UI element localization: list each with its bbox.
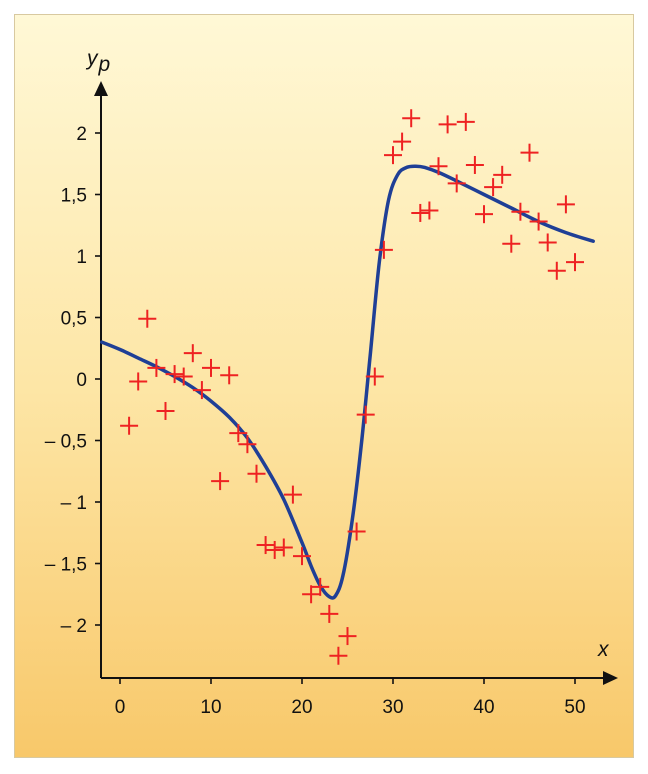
- data-point: [274, 538, 293, 557]
- x-tick-label: 40: [473, 697, 494, 718]
- x-tick-label: 50: [564, 697, 585, 718]
- y-tick-label: – 2: [61, 616, 87, 637]
- data-point: [429, 157, 448, 176]
- data-point: [174, 367, 193, 386]
- data-point: [265, 540, 284, 559]
- data-points: [120, 109, 584, 665]
- data-point: [147, 358, 166, 377]
- data-point: [420, 201, 439, 220]
- y-tick-label: 0,5: [61, 309, 87, 330]
- data-point: [283, 485, 302, 504]
- data-point: [302, 585, 321, 604]
- y-tick-label: – 1,5: [45, 555, 87, 576]
- data-point: [520, 143, 539, 162]
- y-axis-title-main: y: [85, 47, 99, 70]
- data-point: [393, 132, 412, 151]
- y-axis-title: yp: [85, 47, 110, 76]
- data-point: [192, 381, 211, 400]
- data-point: [456, 112, 475, 131]
- x-tick-label: 20: [291, 697, 312, 718]
- data-point: [465, 155, 484, 174]
- fit-curve: [100, 164, 595, 600]
- data-point: [202, 358, 220, 377]
- data-point: [120, 416, 139, 435]
- data-point: [156, 401, 175, 420]
- data-point: [384, 146, 402, 165]
- y-tick-label: 0: [76, 370, 87, 391]
- data-point: [502, 234, 521, 253]
- x-ticks: 0 10 20 30 40 50: [115, 678, 586, 718]
- axes: 0 10 20 30 40 50 2 1,5 1 0,5 0 – 0,5 – 1 – 1,5 – 2: [45, 81, 618, 718]
- y-ticks: 2 1,5 1 0,5 0 – 0,5 – 1 – 1,5 – 2: [45, 124, 101, 637]
- data-point: [183, 344, 202, 363]
- data-point: [547, 261, 566, 280]
- chart-svg: 0 10 20 30 40 50 21,510,50– 0,5– 1– 1,5– 2 x …: [45, 47, 618, 718]
- y-tick-label: – 1: [61, 493, 87, 514]
- data-point: [165, 365, 184, 384]
- data-point: [538, 233, 557, 252]
- y-axis-arrow: [94, 81, 108, 96]
- data-point: [566, 253, 584, 272]
- data-point: [556, 195, 575, 214]
- data-point: [411, 203, 430, 222]
- x-tick-label: 0: [115, 697, 126, 718]
- data-point: [365, 367, 384, 386]
- chart-panel: 0 10 20 30 40 50 2 1,5 1 0,5 0– 0,5– 1– 1,5– 2 x …: [14, 14, 634, 758]
- data-point: [138, 309, 157, 328]
- data-point: [447, 174, 466, 193]
- data-point: [511, 202, 530, 221]
- data-point: [356, 405, 375, 424]
- y-tick-label: – 0,5: [45, 432, 87, 453]
- data-point: [320, 604, 339, 623]
- y-tick-label: 1,5: [61, 186, 87, 207]
- data-point: [247, 464, 266, 483]
- data-point: [229, 424, 248, 443]
- data-point: [402, 109, 421, 128]
- data-point: [484, 178, 503, 197]
- data-point: [211, 472, 230, 491]
- data-point: [329, 646, 348, 665]
- x-tick-label: 10: [200, 697, 221, 718]
- y-tick-label: 2: [76, 124, 87, 145]
- data-point: [338, 627, 357, 646]
- data-point: [311, 577, 330, 596]
- data-point: [129, 372, 148, 391]
- data-point: [475, 205, 493, 224]
- y-tick-label: 1: [76, 247, 87, 268]
- data-point: [238, 435, 257, 454]
- x-axis-arrow: [603, 671, 618, 685]
- data-point: [529, 212, 548, 231]
- data-point: [438, 115, 457, 134]
- y-axis-title-sub: p: [98, 53, 111, 76]
- x-axis-title: x: [597, 638, 610, 661]
- data-point: [293, 547, 311, 566]
- data-point: [220, 366, 239, 385]
- data-point: [256, 536, 275, 555]
- x-tick-label: 30: [382, 697, 403, 718]
- data-point: [374, 240, 393, 259]
- data-point: [493, 165, 512, 184]
- data-point: [347, 522, 366, 541]
